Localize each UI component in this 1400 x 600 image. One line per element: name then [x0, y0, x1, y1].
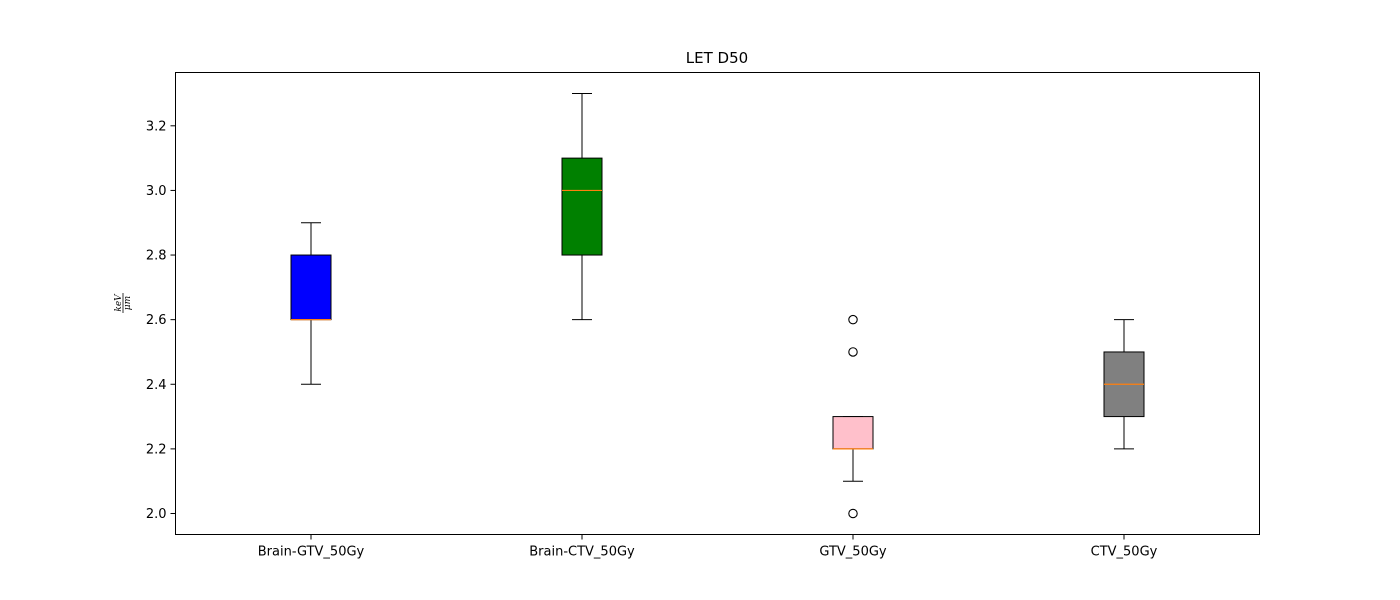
box-GTV_50Gy	[832, 314, 874, 519]
x-tick-label: CTV_50Gy	[1091, 545, 1158, 560]
outlier-point	[848, 508, 858, 519]
box-iqr	[561, 157, 603, 256]
y-axis-label-numerator: keV	[114, 293, 124, 312]
outlier-point	[848, 347, 858, 357]
x-tick-label: Brain-GTV_50Gy	[258, 545, 365, 560]
box-Brain-GTV_50Gy	[290, 222, 332, 385]
box-CTV_50Gy	[1103, 319, 1145, 450]
x-tick-label: GTV_50Gy	[819, 545, 887, 560]
x-axis-ticks: Brain-GTV_50Gy Brain-CTV_50Gy GTV_50Gy CTV_…	[258, 534, 1158, 560]
box-iqr	[832, 416, 874, 450]
box-Brain-CTV_50Gy	[561, 93, 603, 321]
y-axis-label: keV μm	[114, 293, 133, 313]
box-series	[290, 93, 1145, 519]
x-tick-label: Brain-CTV_50Gy	[529, 545, 635, 560]
chart-title: LET D50	[686, 49, 748, 67]
y-tick-label: 2.8	[146, 249, 167, 264]
plot-frame	[175, 72, 1260, 535]
y-tick-label: 2.4	[146, 378, 167, 393]
outlier-point	[848, 314, 858, 325]
y-axis-ticks: 2.0 2.2 2.4 2.6 2.8 3.0 3.2	[146, 119, 176, 522]
y-tick-label: 2.0	[146, 507, 167, 522]
y-axis-label-denominator: μm	[123, 296, 133, 310]
y-tick-label: 2.6	[146, 313, 167, 328]
box-iqr	[290, 254, 332, 321]
y-tick-label: 3.0	[146, 184, 167, 199]
y-tick-label: 3.2	[146, 119, 167, 134]
y-tick-label: 2.2	[146, 442, 167, 457]
